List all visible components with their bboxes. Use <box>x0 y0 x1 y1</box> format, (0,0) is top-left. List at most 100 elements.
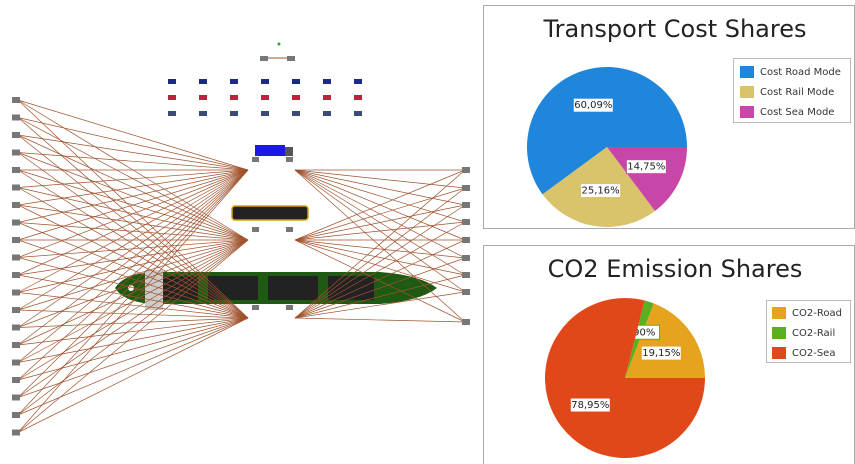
data-label-box <box>569 397 611 413</box>
node <box>354 111 362 116</box>
link <box>17 169 249 363</box>
link <box>17 317 249 433</box>
node <box>462 185 470 191</box>
node <box>292 79 300 84</box>
node <box>199 95 207 100</box>
link <box>294 169 466 293</box>
node <box>168 111 176 116</box>
container <box>328 276 374 300</box>
link <box>294 169 466 206</box>
node <box>168 95 176 100</box>
node <box>462 219 470 225</box>
data-label: 60,09% <box>574 100 612 111</box>
node <box>12 377 20 383</box>
node <box>261 79 269 84</box>
link <box>294 204 466 319</box>
node <box>261 111 269 116</box>
node <box>462 272 470 278</box>
data-label-box <box>640 345 682 361</box>
link <box>17 169 249 276</box>
link <box>294 257 466 319</box>
node <box>286 227 293 232</box>
link <box>17 317 249 346</box>
link <box>17 309 249 319</box>
node <box>12 97 20 103</box>
legend-swatch <box>740 66 754 78</box>
link <box>294 169 466 276</box>
link <box>17 169 249 433</box>
link <box>17 117 249 171</box>
link <box>17 169 249 346</box>
legend-swatch <box>772 347 786 359</box>
node <box>12 272 20 278</box>
node <box>462 202 470 208</box>
node <box>230 111 238 116</box>
legend-label: CO2-Sea <box>792 348 835 359</box>
link <box>17 134 249 171</box>
node <box>12 324 20 331</box>
link <box>17 274 249 319</box>
link <box>294 169 466 223</box>
link <box>17 292 249 319</box>
link <box>17 257 249 319</box>
node <box>462 319 470 325</box>
link <box>294 317 466 323</box>
data-label-box <box>625 159 667 175</box>
link <box>17 222 249 319</box>
link <box>17 239 249 398</box>
legend-swatch <box>772 307 786 319</box>
link <box>17 117 249 319</box>
train <box>231 205 309 221</box>
legend-label: Cost Sea Mode <box>760 107 834 118</box>
data-label-box <box>580 183 622 199</box>
node <box>354 95 362 100</box>
link <box>17 317 249 416</box>
node <box>230 79 238 84</box>
link <box>17 317 249 381</box>
link <box>17 169 249 328</box>
link <box>294 239 466 319</box>
link <box>17 169 249 293</box>
link <box>17 204 249 319</box>
node <box>12 342 20 348</box>
link <box>17 134 249 319</box>
node <box>252 305 259 310</box>
link <box>294 239 466 323</box>
node <box>354 79 362 84</box>
node <box>12 307 20 313</box>
link <box>294 169 466 189</box>
chart-title: CO2 Emission Shares <box>548 255 803 283</box>
legend-swatch <box>740 106 754 118</box>
legend-label: CO2-Road <box>792 308 842 319</box>
link <box>17 169 249 319</box>
node <box>12 219 20 226</box>
link <box>17 169 249 241</box>
link <box>294 239 466 293</box>
node <box>12 184 20 191</box>
node <box>12 167 20 173</box>
node <box>12 394 20 401</box>
link <box>17 317 249 328</box>
truck <box>255 145 285 156</box>
node <box>292 95 300 100</box>
node <box>12 114 20 121</box>
link <box>294 169 466 323</box>
data-label: 78,95% <box>571 400 609 411</box>
link <box>17 169 249 258</box>
legend-label: CO2-Rail <box>792 328 835 339</box>
node <box>462 289 470 295</box>
legend-swatch <box>740 86 754 98</box>
link <box>17 152 249 171</box>
legend-swatch <box>772 327 786 339</box>
node <box>12 237 20 243</box>
link <box>294 274 466 319</box>
link <box>17 169 249 188</box>
node <box>286 157 293 162</box>
link <box>294 239 466 276</box>
data-label-box <box>572 97 614 113</box>
container <box>208 276 258 300</box>
node <box>199 79 207 84</box>
link <box>17 99 249 319</box>
node <box>252 227 259 232</box>
